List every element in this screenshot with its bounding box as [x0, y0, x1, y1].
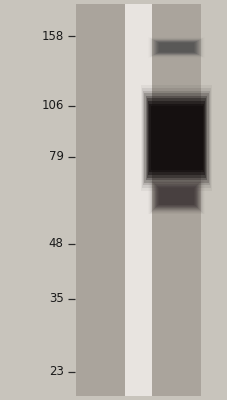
Bar [149, 104, 203, 172]
Bar [156, 42, 195, 53]
Bar [145, 96, 207, 180]
Bar [149, 180, 202, 213]
Text: 79: 79 [49, 150, 63, 163]
Bar [147, 37, 204, 58]
Bar [148, 38, 203, 57]
Bar [153, 40, 198, 55]
Bar [149, 38, 202, 57]
Bar [146, 98, 205, 178]
Bar [151, 182, 200, 211]
Bar [157, 187, 195, 206]
Bar [148, 179, 203, 214]
Bar [153, 114, 198, 162]
Bar [151, 109, 200, 167]
Bar [140, 86, 211, 190]
Bar [153, 183, 198, 209]
Bar [148, 101, 204, 175]
Bar [155, 185, 197, 207]
Bar [152, 40, 199, 55]
Bar [76, 4, 125, 396]
Bar [150, 106, 202, 170]
Bar [125, 4, 151, 396]
Text: 106: 106 [41, 99, 63, 112]
Bar [158, 43, 194, 52]
Bar [141, 88, 210, 188]
Bar [156, 186, 195, 206]
Text: 48: 48 [49, 237, 63, 250]
Text: 35: 35 [49, 292, 63, 305]
Bar [157, 42, 195, 53]
Bar [143, 91, 209, 185]
Bar [150, 39, 201, 56]
Bar [155, 41, 197, 54]
Bar [152, 182, 199, 210]
Text: 158: 158 [41, 30, 63, 43]
Bar [154, 184, 197, 208]
Bar [158, 188, 194, 204]
Bar [147, 178, 204, 214]
Text: 23: 23 [49, 365, 63, 378]
Bar [152, 112, 199, 164]
Bar [150, 181, 201, 212]
Bar [154, 41, 197, 54]
Bar [151, 4, 200, 396]
Bar [144, 93, 208, 183]
Bar [151, 39, 200, 56]
